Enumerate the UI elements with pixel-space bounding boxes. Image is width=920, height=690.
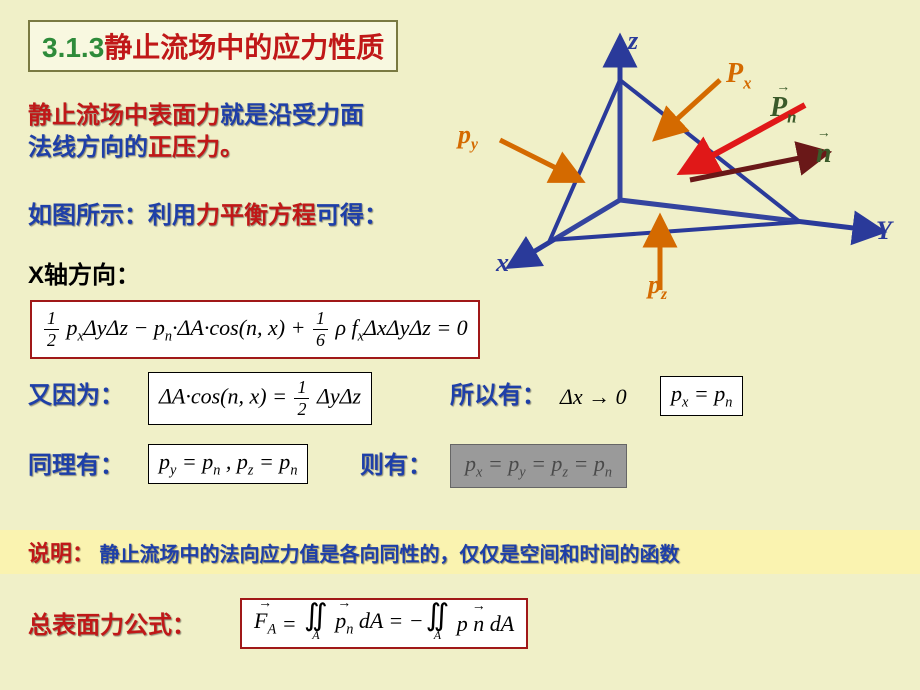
stress-tetrahedron-diagram: z Y x Px py pz Pn n [440, 30, 910, 290]
equation-main: 12 pxΔyΔz − pn·ΔA·cos(n, x) + 16 ρ fxΔxΔ… [30, 300, 480, 359]
axis-label-y: Y [876, 216, 892, 246]
force-label-pn: Pn [770, 92, 796, 128]
force-label-px: Px [726, 58, 752, 94]
equation-px-pn: px = pn [660, 376, 743, 416]
p1-head-b: 法线方向的 [28, 135, 148, 161]
p1-strong-b: 正压力。 [148, 135, 244, 161]
surface-force-label: 总表面力公式： [28, 610, 196, 642]
section-number: 3.1.3 [42, 32, 104, 63]
p1-tail-a: 就是沿受力面 [220, 103, 364, 129]
so-have-text: 所以有： [450, 383, 546, 409]
because-label: 又因为： [28, 380, 124, 412]
then-have-label: 则有： [360, 450, 432, 482]
because-text: 又因为： [28, 383, 124, 409]
section-title-box: 3.1.3静止流场中的应力性质 [28, 20, 398, 72]
force-label-pz: pz [648, 270, 667, 304]
dx-tends: Δx → 0 [560, 384, 627, 410]
vector-label-n: n [816, 138, 832, 170]
axis-label-x: x [496, 248, 509, 278]
surface-force-text: 总表面力公式： [28, 613, 196, 639]
section-title: 静止流场中的应力性质 [104, 32, 384, 63]
equation-all-equal: px = py = pz = pn [450, 444, 627, 488]
so-have-label: 所以有： [450, 380, 546, 412]
paragraph-1: 静止流场中表面力就是沿受力面 法线方向的正压力。 [28, 100, 364, 165]
paragraph-2: 如图所示：利用力平衡方程可得： [28, 200, 388, 232]
then-have-text: 则有： [360, 453, 432, 479]
p2a: 如图所示：利用 [28, 203, 196, 229]
force-label-py: py [458, 120, 478, 154]
axis-label-z: z [628, 26, 638, 56]
p1-strong-a: 静止流场中表面力 [28, 103, 220, 129]
equation-py-pz: py = pn , pz = pn [148, 444, 308, 484]
equation-cos: ΔA·cos(n, x) = 12 ΔyΔz [148, 372, 372, 425]
note-strip: 说明： 静止流场中的法向应力值是各向同性的，仅仅是空间和时间的函数 [0, 530, 920, 574]
p2b: 力平衡方程 [196, 203, 316, 229]
p2c: 可得： [316, 203, 388, 229]
x-axis-direction-label: X轴方向： [28, 260, 140, 292]
note-text: 静止流场中的法向应力值是各向同性的，仅仅是空间和时间的函数 [100, 544, 680, 566]
same-reason-text: 同理有： [28, 453, 124, 479]
equation-surface-force: FA = ∬A pn dA = − ∬A p n dA [240, 598, 528, 649]
note-label: 说明： [28, 541, 94, 566]
same-reason-label: 同理有： [28, 450, 124, 482]
